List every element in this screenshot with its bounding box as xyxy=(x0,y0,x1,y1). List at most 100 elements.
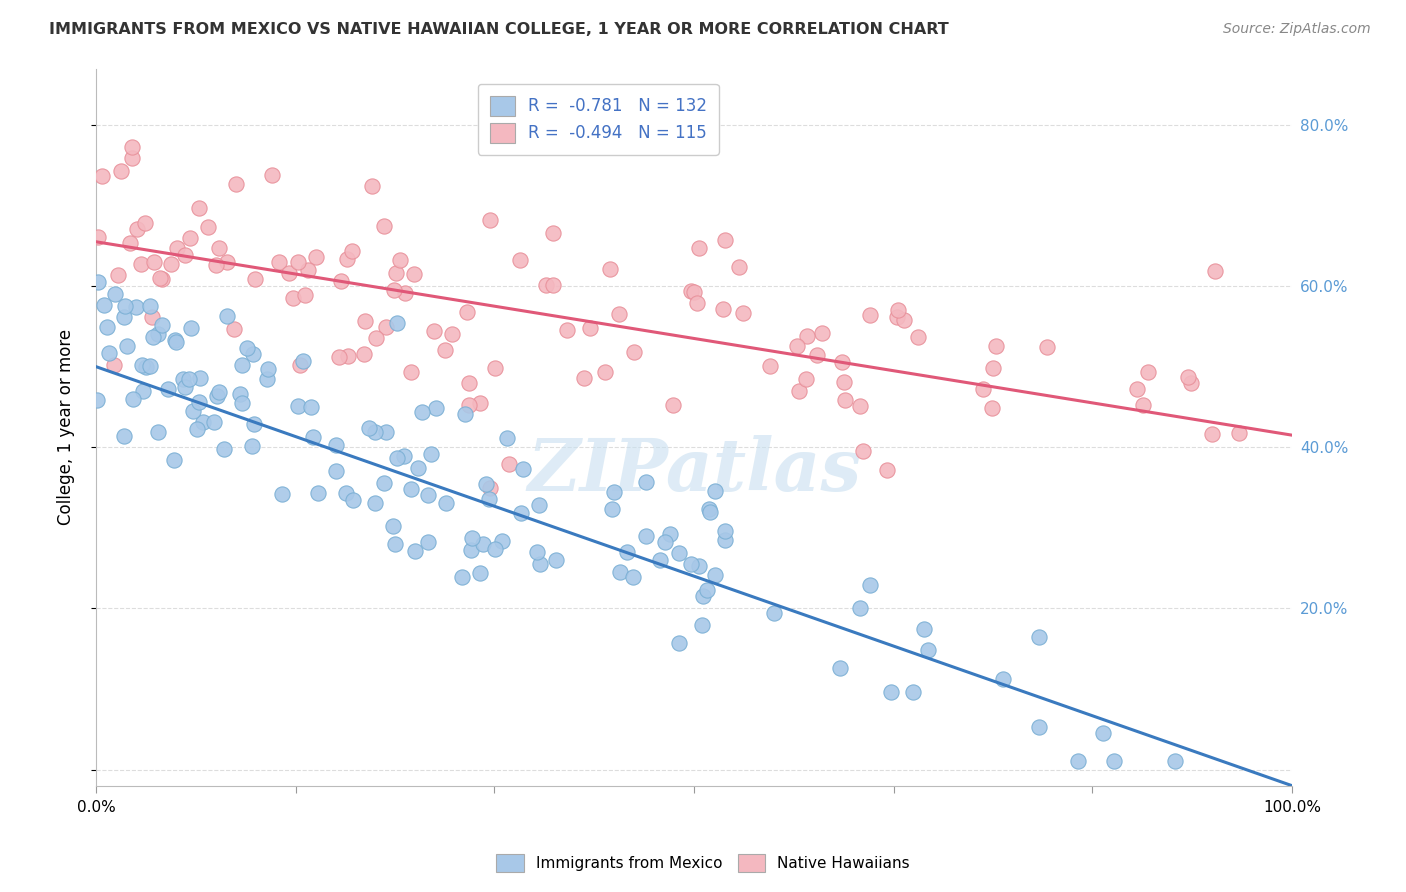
Point xyxy=(382,283,405,297)
Point xyxy=(546,553,568,567)
Point xyxy=(97,346,120,360)
Point xyxy=(1164,755,1187,769)
Point xyxy=(215,309,238,323)
Point xyxy=(893,313,915,327)
Point xyxy=(107,268,129,282)
Point xyxy=(541,227,564,241)
Point xyxy=(454,407,477,421)
Point xyxy=(146,326,169,341)
Point xyxy=(197,220,219,235)
Point xyxy=(229,387,252,401)
Point xyxy=(458,398,481,412)
Point xyxy=(1125,382,1147,396)
Point xyxy=(135,360,157,375)
Point xyxy=(1036,340,1059,354)
Point xyxy=(165,333,187,347)
Point xyxy=(484,542,506,557)
Point xyxy=(374,320,396,334)
Point xyxy=(186,422,208,436)
Point xyxy=(416,534,439,549)
Point xyxy=(806,348,828,362)
Point xyxy=(150,318,173,332)
Point xyxy=(509,252,531,267)
Point xyxy=(118,235,141,250)
Point xyxy=(472,537,495,551)
Point xyxy=(328,350,350,364)
Point xyxy=(177,372,200,386)
Point xyxy=(110,163,132,178)
Point xyxy=(142,255,165,269)
Point xyxy=(668,546,690,560)
Point xyxy=(456,305,478,319)
Point xyxy=(478,491,501,506)
Point xyxy=(375,425,398,439)
Point xyxy=(172,372,194,386)
Point xyxy=(416,488,439,502)
Point xyxy=(832,375,855,389)
Point xyxy=(451,569,474,583)
Point xyxy=(557,323,579,337)
Point xyxy=(498,457,520,471)
Point xyxy=(1201,426,1223,441)
Point xyxy=(1067,755,1090,769)
Point xyxy=(193,415,215,429)
Point xyxy=(478,212,501,227)
Point xyxy=(187,395,209,409)
Point xyxy=(433,343,456,357)
Point xyxy=(441,327,464,342)
Point xyxy=(711,301,734,316)
Point xyxy=(696,583,718,598)
Point xyxy=(811,326,834,340)
Point xyxy=(134,216,156,230)
Point xyxy=(876,463,898,477)
Point xyxy=(980,401,1002,416)
Point xyxy=(224,321,246,335)
Point xyxy=(360,178,382,193)
Point xyxy=(796,329,818,343)
Point xyxy=(384,266,406,280)
Point xyxy=(794,371,817,385)
Point xyxy=(173,248,195,262)
Point xyxy=(852,443,875,458)
Point xyxy=(342,493,364,508)
Point xyxy=(834,393,856,408)
Point xyxy=(401,482,423,496)
Point xyxy=(373,476,395,491)
Point xyxy=(408,461,430,475)
Point xyxy=(231,358,253,372)
Point xyxy=(912,622,935,636)
Point xyxy=(859,308,882,322)
Point xyxy=(114,299,136,313)
Point xyxy=(681,284,703,298)
Point xyxy=(294,288,316,302)
Point xyxy=(87,230,110,244)
Point xyxy=(859,578,882,592)
Point xyxy=(308,486,330,500)
Point xyxy=(981,360,1004,375)
Point xyxy=(87,275,110,289)
Point xyxy=(240,439,263,453)
Point xyxy=(336,349,359,363)
Point xyxy=(634,529,657,543)
Point xyxy=(460,543,482,558)
Legend: Immigrants from Mexico, Native Hawaiians: Immigrants from Mexico, Native Hawaiians xyxy=(488,846,918,880)
Point xyxy=(387,316,409,330)
Point xyxy=(330,274,353,288)
Point xyxy=(150,272,173,286)
Point xyxy=(714,524,737,539)
Point xyxy=(139,299,162,313)
Point xyxy=(623,345,645,359)
Point xyxy=(703,567,725,582)
Point xyxy=(609,565,631,579)
Point xyxy=(1102,755,1125,769)
Point xyxy=(166,241,188,255)
Point xyxy=(616,545,638,559)
Point xyxy=(1028,630,1050,644)
Point xyxy=(364,331,387,345)
Point xyxy=(986,339,1008,353)
Point xyxy=(139,359,162,373)
Point xyxy=(512,462,534,476)
Point xyxy=(634,475,657,489)
Point xyxy=(714,233,737,247)
Point xyxy=(727,260,749,274)
